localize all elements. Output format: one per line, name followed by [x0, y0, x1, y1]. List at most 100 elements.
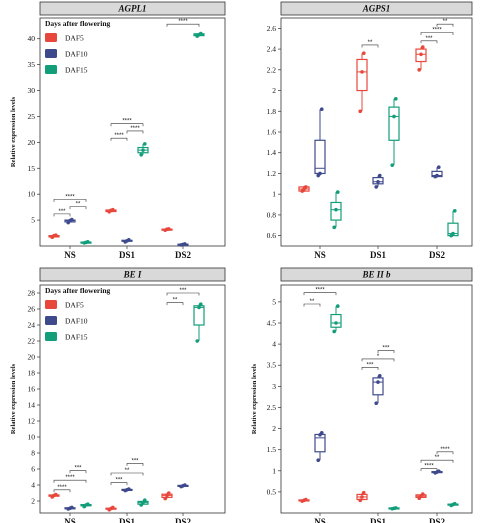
significance-label: **** — [440, 447, 450, 453]
y-tick-label: 1.2 — [267, 169, 277, 178]
y-tick-label: 14 — [28, 401, 36, 410]
y-tick-label: 15 — [28, 164, 36, 173]
x-tick-label: DS2 — [175, 250, 192, 260]
x-tick-label: DS2 — [175, 517, 192, 523]
significance-bracket — [436, 451, 454, 455]
plot-frame — [39, 284, 226, 514]
x-tick-label: DS2 — [429, 517, 446, 523]
data-point — [320, 430, 324, 435]
data-point — [360, 495, 364, 499]
data-point — [417, 68, 422, 72]
plot-frame — [39, 17, 226, 247]
significance-label: **** — [178, 19, 188, 25]
y-tick-label: 3 — [272, 382, 276, 391]
y-tick-label: 40 — [28, 34, 36, 43]
significance-label: *** — [425, 36, 433, 42]
plot-frame — [280, 284, 473, 514]
legend-swatch — [45, 300, 57, 309]
legend-label: DAF5 — [65, 301, 84, 310]
y-tick-label: 0.5 — [267, 487, 277, 496]
data-point — [358, 498, 363, 503]
panel-header — [39, 267, 226, 282]
y-tick-label: 16 — [28, 385, 36, 394]
y-tick-label: 2.5 — [267, 403, 277, 412]
data-point — [435, 173, 439, 178]
y-tick-label: 25 — [28, 112, 36, 121]
significance-label: *** — [74, 466, 82, 472]
y-axis-label: Relative expression levels — [251, 363, 258, 434]
y-tick-label: 1 — [272, 190, 276, 199]
data-point — [141, 148, 145, 152]
y-tick-label: 0.6 — [267, 231, 277, 240]
significance-bracket — [361, 367, 379, 370]
legend-swatch — [45, 33, 57, 42]
data-point — [183, 483, 187, 487]
data-point — [163, 496, 167, 501]
significance-label: **** — [122, 119, 132, 125]
significance-bracket — [361, 44, 379, 48]
significance-bracket — [377, 350, 395, 353]
y-tick-label: 20 — [28, 138, 36, 147]
legend-label: DAF15 — [65, 333, 88, 342]
significance-bracket — [420, 459, 454, 463]
y-axis-label: Relative expression levels — [10, 363, 17, 434]
data-point — [376, 380, 380, 384]
significance-bracket — [166, 292, 200, 296]
significance-label: **** — [130, 126, 140, 132]
panel-header — [280, 267, 473, 282]
significance-label: *** — [382, 345, 390, 351]
legend-swatch — [45, 65, 57, 74]
data-point — [167, 491, 171, 495]
data-point — [336, 190, 340, 194]
data-point — [332, 329, 337, 334]
box-daf15 — [330, 201, 342, 221]
significance-bracket — [166, 302, 184, 306]
data-point — [437, 165, 441, 170]
box-daf10 — [314, 433, 326, 453]
y-tick-label: 4 — [272, 340, 276, 349]
data-point — [451, 231, 455, 236]
significance-bracket — [436, 23, 454, 27]
y-tick-label: 30 — [28, 86, 36, 95]
significance-bracket — [53, 489, 71, 493]
legend-swatch — [45, 332, 57, 341]
data-point — [70, 505, 74, 510]
significance-label: *** — [366, 362, 374, 368]
y-tick-label: 1.5 — [267, 445, 277, 454]
data-point — [392, 114, 396, 119]
significance-bracket — [110, 472, 144, 476]
x-tick-label: NS — [64, 517, 76, 523]
significance-label: *** — [131, 458, 139, 464]
legend-title: Days after flowering — [45, 286, 111, 295]
significance-bracket — [303, 292, 337, 296]
significance-bracket — [110, 482, 128, 486]
legend-swatch — [45, 49, 57, 58]
significance-label: **** — [424, 464, 434, 470]
data-point — [167, 227, 171, 231]
significance-label: **** — [315, 288, 325, 294]
data-point — [139, 153, 143, 157]
data-point — [394, 97, 398, 101]
data-point — [304, 185, 308, 189]
y-tick-label: 22 — [28, 337, 36, 346]
panel-agps1: AGPS1 0.6 0.8 1 1.2 1.4 1.6 1.8 2 2.2 2.4 2.6 NS DS1 D… — [267, 1, 473, 260]
data-point — [197, 305, 201, 310]
significance-label: *** — [179, 288, 187, 294]
data-point — [421, 45, 425, 49]
panel-title: BE I — [123, 270, 142, 280]
significance-bracket — [69, 470, 87, 474]
y-tick-label: 10 — [28, 190, 36, 199]
significance-label: **** — [114, 133, 124, 139]
legend-swatch — [45, 316, 57, 325]
data-point — [358, 109, 363, 114]
data-point — [304, 497, 308, 502]
significance-bracket — [53, 199, 87, 202]
data-point — [374, 185, 379, 189]
y-tick-label: 20 — [28, 353, 36, 362]
y-tick-label: 2 — [31, 497, 35, 506]
data-point — [421, 492, 425, 496]
data-point — [437, 469, 441, 474]
significance-bracket — [69, 206, 87, 210]
